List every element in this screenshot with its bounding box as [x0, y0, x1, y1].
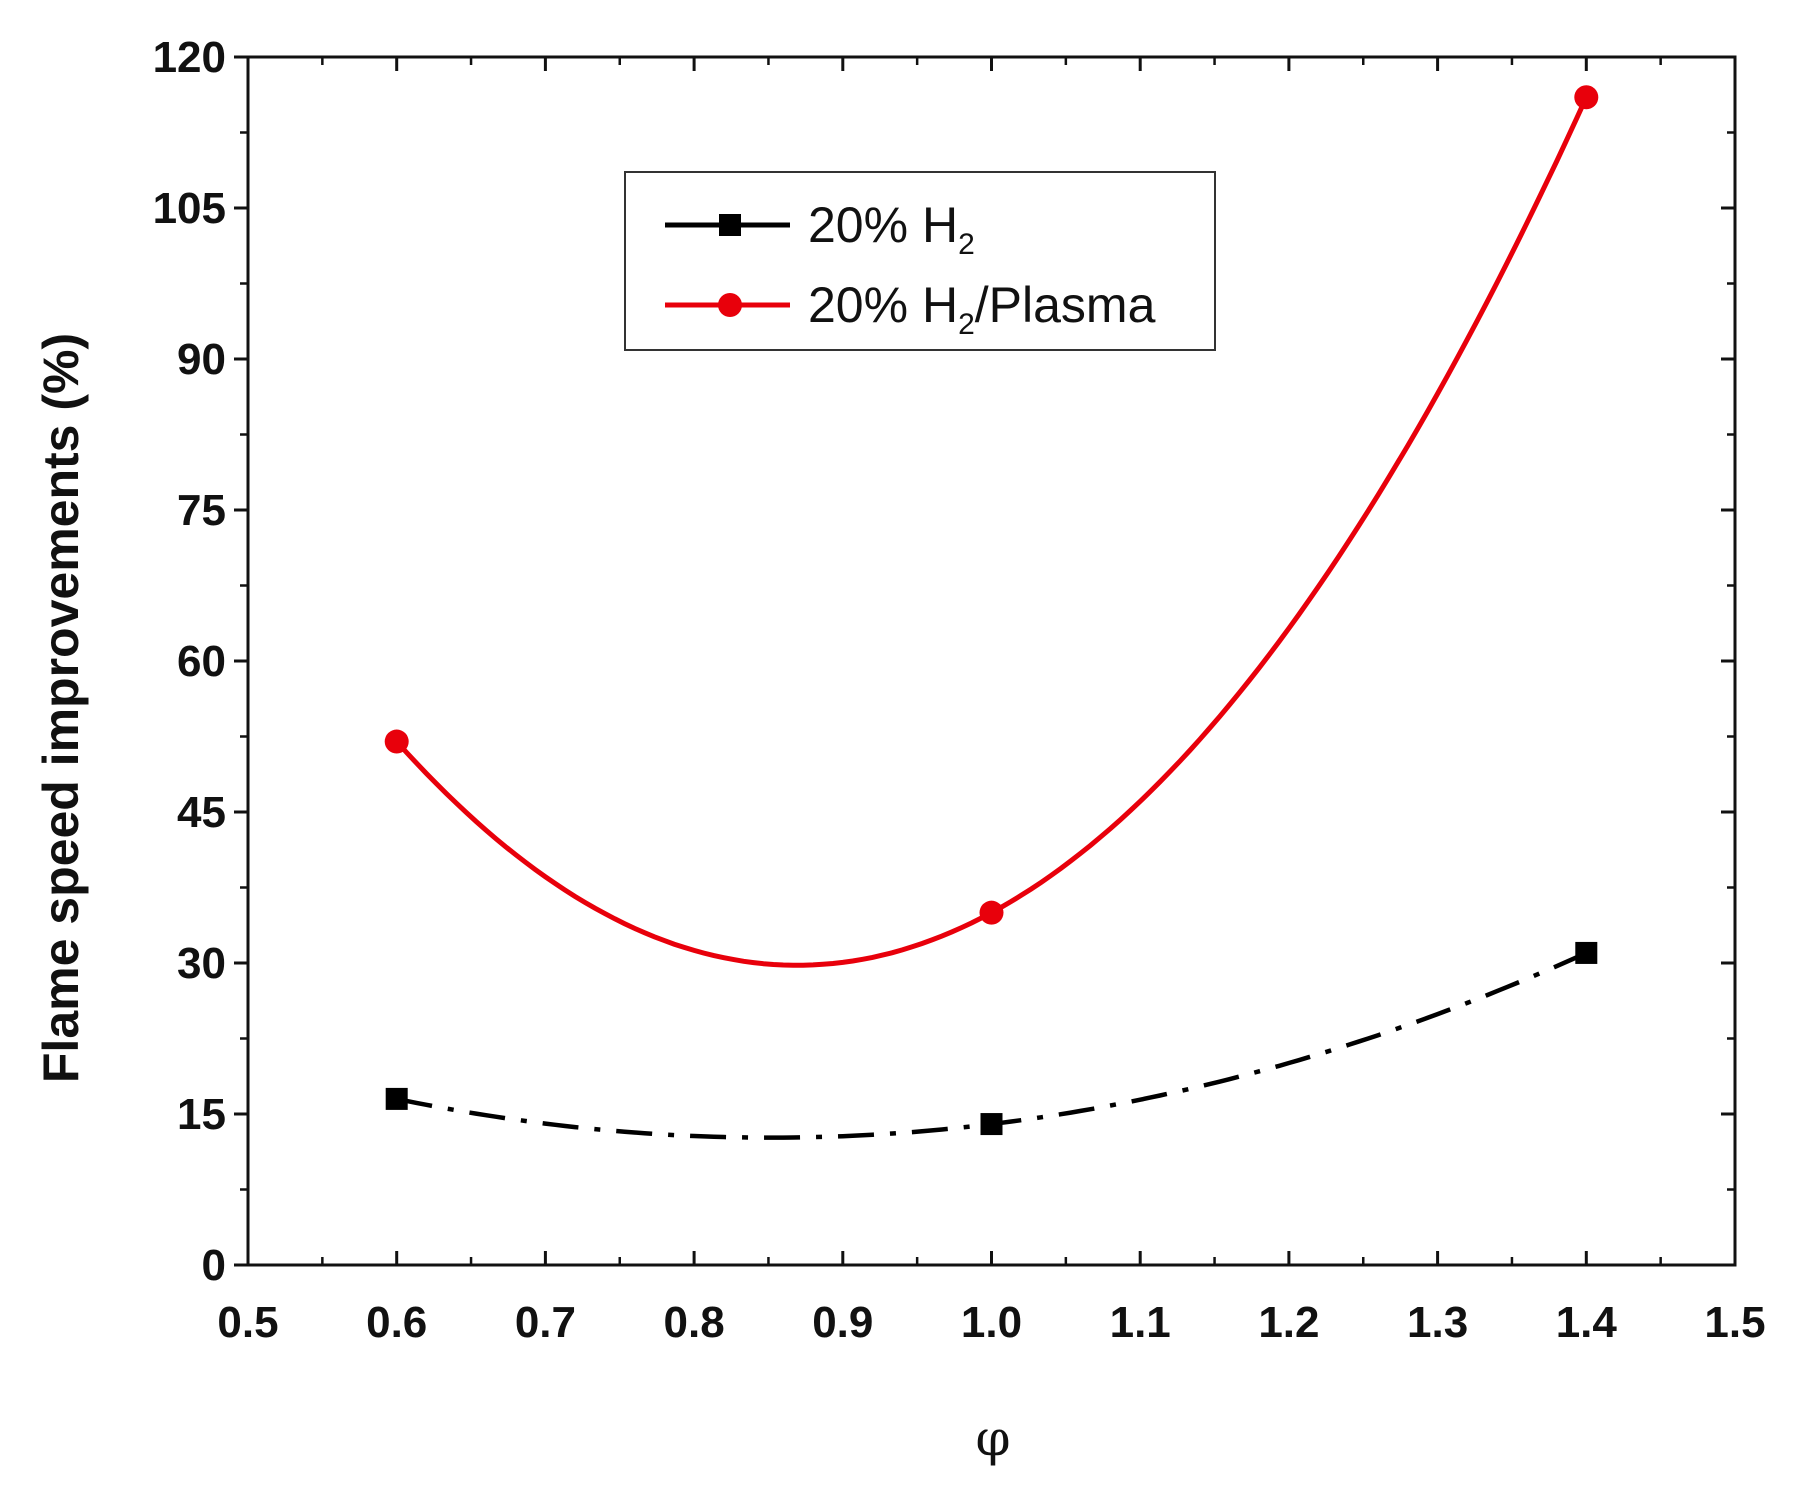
- x-tick-label: 1.3: [1407, 1298, 1468, 1347]
- y-tick-label: 30: [177, 939, 226, 988]
- y-tick-label: 90: [177, 335, 226, 384]
- x-tick-label: 0.7: [515, 1298, 576, 1347]
- tick-labels: 0.5 0.6 0.7 0.8 0.9 1.0 1.1 1.2 1.3 1.4 1.5 0 15 30 45…: [153, 33, 1766, 1347]
- x-tick-label: 1.5: [1704, 1298, 1765, 1347]
- data-point-circle: [1574, 85, 1599, 110]
- x-tick-label: 1.1: [1110, 1298, 1171, 1347]
- legend-label-1: 20% H2: [808, 197, 975, 261]
- y-tick-label: 0: [202, 1241, 226, 1290]
- data-point-circle: [979, 900, 1004, 925]
- y-axis-title: Flame speed improvements (%): [33, 333, 89, 1083]
- legend-box: [624, 171, 1216, 351]
- legend-marker-square: [719, 214, 741, 236]
- legend-label-2: 20% H2/Plasma: [808, 277, 1156, 341]
- x-tick-label: 1.0: [961, 1298, 1022, 1347]
- x-tick-label: 0.6: [366, 1298, 427, 1347]
- data-point-circle: [384, 729, 409, 754]
- x-tick-label: 1.2: [1258, 1298, 1319, 1347]
- data-point-square: [385, 1087, 408, 1110]
- data-point-square: [980, 1113, 1003, 1136]
- x-tick-label: 1.4: [1556, 1298, 1618, 1347]
- y-tick-label: 60: [177, 637, 226, 686]
- y-tick-label: 45: [177, 788, 226, 837]
- y-tick-label: 15: [177, 1090, 226, 1139]
- y-tick-label: 120: [153, 33, 226, 82]
- legend-marker-circle: [718, 293, 742, 317]
- x-tick-label: 0.9: [812, 1298, 873, 1347]
- plot-frame: [246, 55, 1737, 1267]
- legend: 20% H2 20% H2/Plasma: [624, 171, 1216, 351]
- y-tick-label: 105: [153, 184, 226, 233]
- x-axis-title: φ: [975, 1409, 1010, 1467]
- x-tick-label: 0.5: [217, 1298, 278, 1347]
- data-point-square: [1575, 941, 1598, 964]
- series-layer: [384, 85, 1599, 1140]
- y-tick-label: 75: [177, 486, 226, 535]
- x-tick-label: 0.8: [664, 1298, 725, 1347]
